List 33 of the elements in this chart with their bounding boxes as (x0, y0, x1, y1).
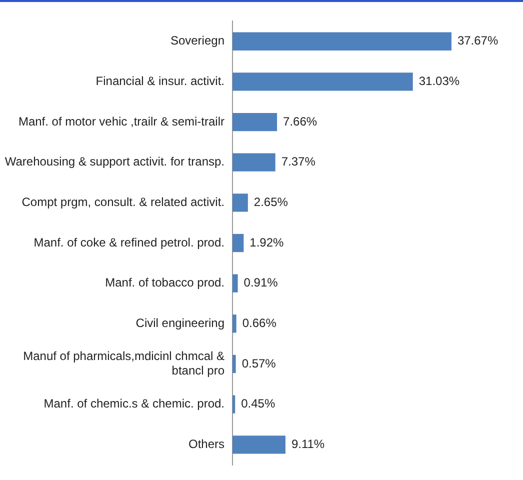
data-label: 37.67% (457, 34, 498, 48)
bar (232, 274, 238, 292)
data-label: 31.03% (418, 74, 460, 88)
bar (232, 32, 452, 50)
y-tick-label: Manf. of motor vehic ,trailr & semi-trailr (18, 114, 224, 128)
y-tick-label: Warehousing & support activit. for transp. (4, 154, 224, 169)
data-label: 2.65% (254, 194, 288, 209)
y-tick-label: Soveriegn (170, 34, 224, 48)
data-label: 7.66% (283, 114, 318, 128)
y-tick-label: Manf. of coke & refined petrol. prod. (34, 235, 224, 250)
y-tick-label: Manf. of tobacco prod. (105, 276, 224, 290)
data-label: 0.45% (241, 396, 276, 411)
data-label: 0.66% (242, 316, 277, 330)
bar (232, 354, 236, 374)
bar (232, 234, 244, 252)
y-tick-label: Others (188, 436, 224, 451)
bar (232, 395, 236, 414)
data-label: 7.37% (281, 154, 316, 169)
bar (232, 153, 276, 172)
bar (232, 194, 248, 212)
y-tick-label: Financial & insur. activit. (96, 74, 224, 88)
y-tick-label: Civil engineering (136, 316, 224, 330)
y-tick-label: Compt prgm, consult. & related activit. (22, 194, 224, 209)
data-label: 0.57% (242, 356, 276, 370)
data-label: 0.91% (244, 276, 278, 290)
y-tick-label: Manf. of chemic.s & chemic. prod. (44, 396, 224, 411)
y-tick-label: Manuf of pharmicals,mdicinl chmcal & btancl pro (23, 349, 225, 378)
data-label: 1.92% (250, 235, 284, 250)
bar (232, 112, 278, 132)
bar (232, 436, 286, 454)
bar (232, 314, 236, 333)
data-label: 9.11% (291, 436, 325, 451)
bar (232, 72, 413, 91)
